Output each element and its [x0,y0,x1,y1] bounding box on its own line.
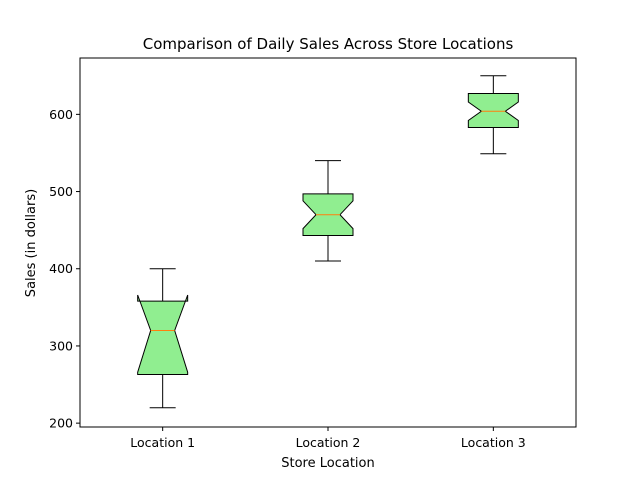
y-tick-label: 500 [49,184,73,199]
notched-box [467,93,519,128]
x-axis-label: Store Location [281,456,374,471]
y-axis-label: Sales (in dollars) [24,189,39,297]
x-tick-label: Location 2 [296,435,361,450]
box-2 [302,160,354,262]
y-tick-label: 200 [49,416,73,431]
x-axis: Location 1 Location 2 Location 3 [130,427,526,450]
y-tick-label: 400 [49,261,73,276]
box-3 [467,75,519,155]
y-tick-label: 600 [49,107,73,122]
y-tick-label: 300 [49,338,73,353]
chart-title: Comparison of Daily Sales Across Store L… [143,35,514,53]
x-tick-label: Location 1 [130,435,195,450]
box-1 [137,268,189,409]
y-axis: 200 300 400 500 600 [49,107,80,431]
plot-area [137,75,519,409]
x-tick-label: Location 3 [461,435,526,450]
notched-box [137,294,189,376]
